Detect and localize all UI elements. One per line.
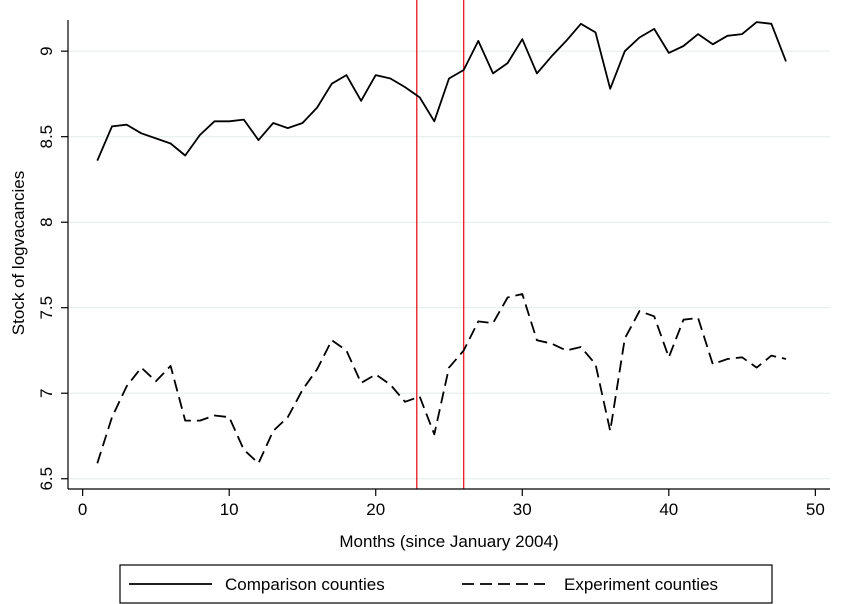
y-tick-label: 8 [37,217,56,226]
x-tick-label: 30 [513,500,532,519]
x-axis-title: Months (since January 2004) [339,532,558,551]
x-tick-label: 0 [78,500,87,519]
gridlines [68,50,830,480]
x-tick-label: 40 [659,500,678,519]
y-tick-label: 7 [37,388,56,397]
legend-label-comparison: Comparison counties [225,575,385,594]
series-line [96,293,787,465]
reference-lines [416,0,465,489]
y-tick-label: 7.5 [37,296,56,320]
y-tick-label: 6.5 [37,467,56,491]
y-tick-label: 9 [37,46,56,55]
x-tick-label: 20 [366,500,385,519]
axes: 6.5 7 7.5 8 8.5 9 0 10 20 30 40 50 [37,20,830,519]
legend-label-experiment: Experiment counties [564,575,718,594]
series-line [96,21,787,161]
y-tick-label: 8.5 [37,125,56,149]
x-tick-label: 50 [806,500,825,519]
data-series [96,21,787,465]
x-tick-label: 10 [220,500,239,519]
legend-frame [119,564,773,604]
legend: Comparison counties Experiment counties [119,564,773,604]
y-axis-title: Stock of logvacancies [9,171,28,335]
